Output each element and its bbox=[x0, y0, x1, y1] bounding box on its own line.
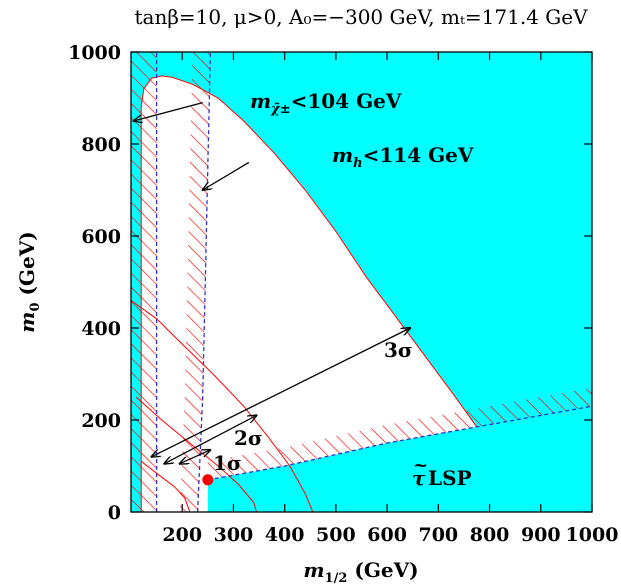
sigma2-arrow-tail bbox=[164, 438, 211, 464]
x-tick-label: 200 bbox=[162, 524, 202, 546]
stau-lsp-region bbox=[207, 406, 592, 512]
higgs-hatch bbox=[179, 52, 211, 512]
y-tick-label: 200 bbox=[81, 410, 121, 432]
sigma3-label: 3σ bbox=[384, 338, 413, 362]
sigma3-contour bbox=[131, 299, 314, 512]
y-tick-label: 400 bbox=[81, 318, 121, 340]
sigma2-label: 2σ bbox=[234, 426, 263, 450]
x-axis-ticks: 200 300 400 500 600 700 800 900 1000 bbox=[162, 52, 618, 546]
x-axis-label: m1/2 (GeV) bbox=[303, 558, 418, 585]
sigma1-label: 1σ bbox=[213, 451, 242, 475]
x-tick-label: 600 bbox=[367, 524, 407, 546]
higgs-label: mh<114 GeV bbox=[332, 143, 474, 171]
x-tick-label: 1000 bbox=[566, 524, 619, 546]
sigma3-arrow-head bbox=[280, 328, 410, 393]
x-tick-label: 400 bbox=[265, 524, 305, 546]
chargino-label: mχ̃±<104 GeV bbox=[250, 89, 402, 117]
sigma1-contour bbox=[140, 461, 191, 512]
title-text: tanβ=10, μ>0, A₀=−300 GeV, mₜ=171.4 GeV bbox=[134, 5, 588, 29]
x-tick-label: 900 bbox=[521, 524, 561, 546]
stau-tilde: ~ bbox=[413, 455, 428, 476]
stau-lsp-text: LSP bbox=[428, 466, 472, 490]
y-tick-label: 0 bbox=[108, 502, 121, 524]
x-tick-label: 800 bbox=[470, 524, 510, 546]
y-axis-label: m0 (GeV) bbox=[15, 231, 43, 332]
chart-title: tanβ=10, μ>0, A₀=−300 GeV, mₜ=171.4 GeV bbox=[134, 5, 588, 29]
best-fit-point bbox=[202, 474, 214, 486]
x-tick-label: 700 bbox=[418, 524, 458, 546]
higgs-arrow bbox=[203, 161, 250, 190]
plot-frame bbox=[130, 51, 593, 513]
y-tick-label: 600 bbox=[81, 226, 121, 248]
sigma1-arrow-head bbox=[194, 450, 210, 458]
chargino-hatch bbox=[131, 52, 157, 512]
stau-lsp-line bbox=[207, 405, 592, 481]
sigma2-arrow-head bbox=[210, 415, 256, 441]
chargino-arrow bbox=[134, 101, 203, 121]
sigma3-arrow-tail bbox=[151, 391, 282, 456]
y-axis-ticks: 0 200 400 600 800 1000 bbox=[68, 42, 592, 524]
x-tick-label: 500 bbox=[316, 524, 356, 546]
x-tick-label: 300 bbox=[214, 524, 254, 546]
stau-hatch bbox=[207, 387, 592, 480]
y-tick-label: 800 bbox=[81, 134, 121, 156]
sigma1-arrow-tail bbox=[180, 456, 196, 464]
y-tick-label: 1000 bbox=[68, 42, 121, 64]
stau-symbol: τ bbox=[412, 466, 426, 490]
sigma2-contour bbox=[135, 396, 257, 512]
